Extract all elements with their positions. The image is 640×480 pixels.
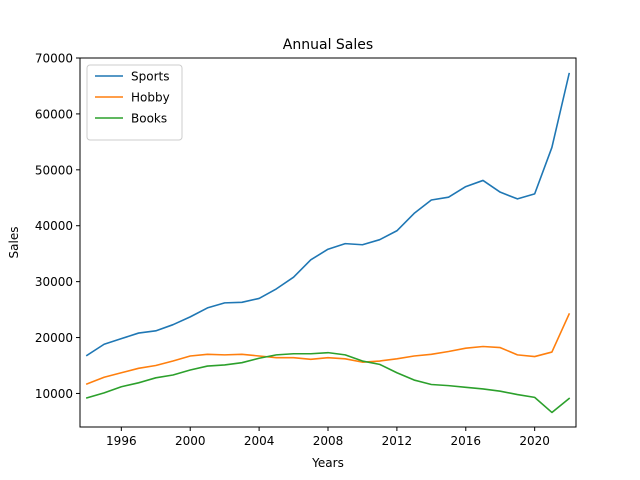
y-tick-label: 70000: [35, 52, 73, 66]
chart-title: Annual Sales: [283, 37, 373, 53]
legend: Sports Hobby Books: [86, 64, 183, 141]
series-layer: [85, 72, 571, 414]
series-line-sports: [85, 72, 571, 357]
y-tick-label: 40000: [35, 219, 73, 233]
y-tick-label: 50000: [35, 163, 73, 177]
y-tick-label: 30000: [35, 275, 73, 289]
x-tick-label: 2004: [244, 434, 275, 448]
series-line-hobby: [85, 313, 571, 385]
x-tick-label: 2016: [451, 434, 482, 448]
legend-label-hobby: Hobby: [131, 91, 170, 105]
x-axis: 1996 2000 2004 2008 2012 2016 2020: [106, 427, 550, 448]
legend-box: [86, 64, 183, 141]
y-tick-label: 60000: [35, 107, 73, 121]
x-tick-label: 1996: [106, 434, 137, 448]
y-tick-label: 10000: [35, 387, 73, 401]
legend-label-sports: Sports: [131, 70, 169, 84]
y-tick-label: 20000: [35, 331, 73, 345]
legend-label-books: Books: [131, 112, 167, 126]
x-tick-label: 2020: [519, 434, 550, 448]
x-tick-label: 2008: [313, 434, 344, 448]
x-tick-label: 2012: [382, 434, 413, 448]
y-axis-label: Sales: [7, 227, 21, 259]
x-axis-label: Years: [311, 456, 344, 470]
y-axis: 10000 20000 30000 40000 50000 60000 70000: [35, 52, 80, 401]
x-tick-label: 2000: [175, 434, 206, 448]
series-line-books: [85, 351, 571, 414]
